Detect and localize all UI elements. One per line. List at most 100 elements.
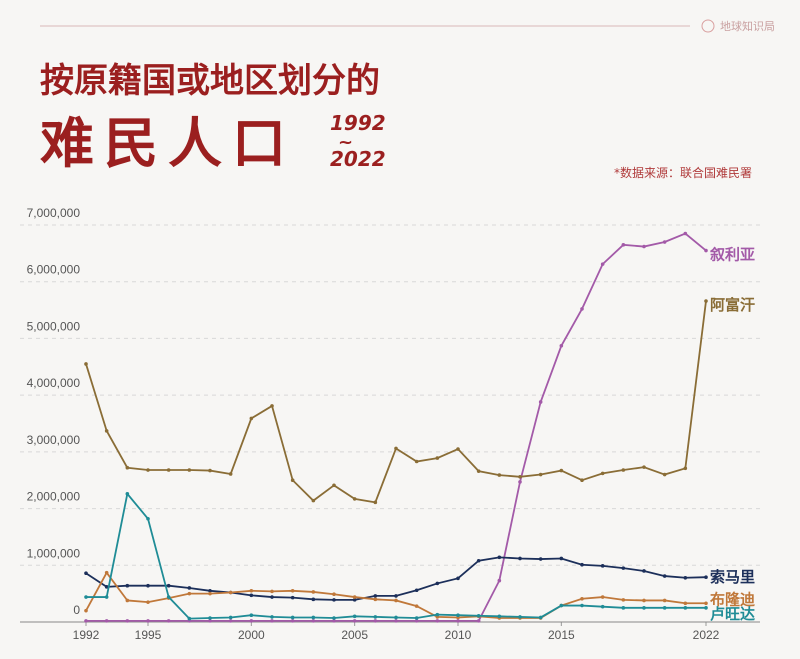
point [373,619,378,623]
point [104,595,109,599]
point [166,468,171,472]
point [125,492,130,496]
x-tick-label: 2015 [548,628,575,642]
point [84,608,88,613]
point [208,591,212,596]
point [621,243,626,247]
point [683,601,688,606]
point [662,472,667,477]
point [228,472,233,476]
point [228,590,233,595]
point [208,616,212,620]
point [394,446,398,451]
point [352,619,357,623]
point [84,595,88,599]
point [704,575,708,579]
y-tick-label: 2,000,000 [27,490,81,504]
x-tick-label: 2005 [341,628,368,642]
point [414,619,419,623]
point [642,606,646,610]
point [311,597,316,602]
point [600,471,605,476]
point [435,581,440,586]
point [704,248,708,253]
point [270,589,274,594]
point [642,244,646,249]
point [332,598,336,602]
point [497,614,502,619]
point [497,473,502,477]
point [125,619,130,623]
title-line1: 按原籍国或地区划分的 [40,61,380,101]
point [414,616,419,620]
point [497,555,502,560]
point [456,619,460,623]
point [435,612,440,617]
point [559,344,564,348]
point [518,556,522,561]
point [311,590,316,594]
point [166,583,171,588]
point [704,299,708,303]
y-tick-label: 4,000,000 [27,376,81,390]
point [311,619,316,623]
point [538,615,543,620]
point [580,307,584,311]
point [166,619,171,623]
point [538,400,543,404]
point [187,591,192,596]
point [559,468,564,473]
point [580,562,584,567]
point [249,619,254,623]
x-tick-label: 2000 [238,628,265,642]
point [600,262,605,266]
point [662,574,667,578]
point [662,598,667,603]
point [621,606,626,610]
point [270,615,274,619]
point [456,576,460,581]
x-tick-label: 2022 [693,628,720,642]
point [125,598,130,603]
point [187,586,192,590]
point [146,600,150,604]
point [683,575,688,580]
point [249,613,254,617]
point [146,468,150,472]
point [187,616,192,621]
point [166,595,171,599]
point [456,613,460,617]
point [373,594,378,598]
x-tick-label: 1995 [135,628,162,642]
point [642,465,646,469]
point [394,598,398,603]
point [270,619,274,623]
point [497,578,502,583]
point [518,480,522,484]
point [476,469,481,473]
point [104,429,109,433]
point [414,459,419,464]
point [704,606,708,610]
point [311,498,316,503]
point [84,362,88,366]
point [208,589,212,593]
point [332,619,336,623]
point [642,598,646,603]
y-tick-label: 5,000,000 [27,319,81,333]
y-tick-label: 0 [73,603,80,617]
x-tick-label: 2010 [445,628,472,642]
point [414,588,419,593]
point [621,566,626,570]
y-tick-label: 6,000,000 [27,263,81,277]
point [125,583,130,588]
point [290,595,295,600]
point [414,604,419,608]
point [249,589,254,593]
title-year-start: 1992 [330,111,386,135]
point [394,615,398,620]
point [352,595,357,599]
point [125,465,130,470]
